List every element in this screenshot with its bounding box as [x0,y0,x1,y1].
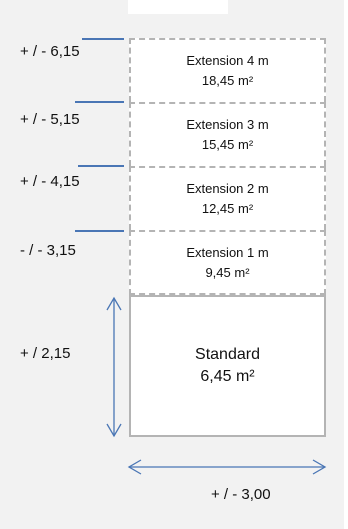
extension-1-name: Extension 1 m [186,244,269,260]
diagram-top-notch [128,0,228,14]
extension-4-name: Extension 4 m [186,53,269,68]
level-marker-extension-3 [75,101,124,103]
dimension-label-extension-2: + / - 4,15 [20,173,80,190]
extension-3-area: 15,45 m² [201,137,254,152]
extension-2-box: Extension 2 m 12,45 m² [129,166,326,230]
width-dimension-label: + / - 3,00 [211,486,271,503]
horizontal-dimension-arrow [127,459,327,475]
extension-2-name: Extension 2 m [186,181,269,196]
dimension-label-extension-4: + / - 6,15 [20,43,80,60]
level-marker-extension-4 [82,38,124,40]
vertical-dimension-arrow [106,296,122,438]
extension-3-box: Extension 3 m 15,45 m² [129,102,326,166]
extension-3-name: Extension 3 m [186,117,269,132]
dimension-label-extension-3: + / - 5,15 [20,111,80,128]
extension-4-box: Extension 4 m 18,45 m² [129,38,326,102]
extension-1-area: 9,45 m² [205,264,250,280]
extension-1-box: Extension 1 m 9,45 m² [129,230,326,295]
standard-name: Standard [195,346,260,363]
extension-2-area: 12,45 m² [201,201,254,216]
dimension-label-standard: + / 2,15 [20,345,71,362]
level-marker-extension-1 [75,230,124,232]
standard-box: Standard 6,45 m² [129,295,326,437]
extension-4-area: 18,45 m² [201,73,254,88]
level-marker-extension-2 [78,165,124,167]
dimension-label-extension-1: - / - 3,15 [20,242,76,259]
standard-area: 6,45 m² [200,368,255,385]
